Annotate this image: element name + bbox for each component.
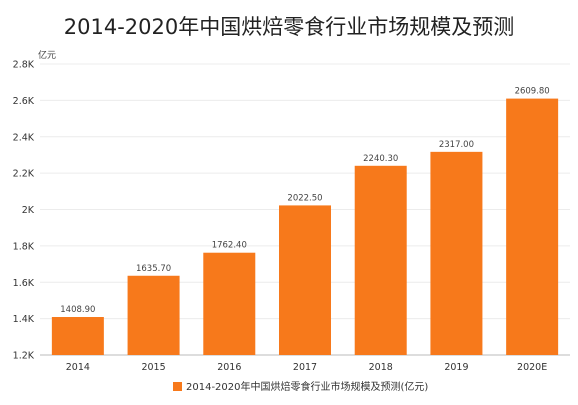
- bar-2016: [203, 252, 256, 355]
- y-axis-unit-label: 亿元: [38, 49, 56, 61]
- legend-swatch: [173, 382, 182, 391]
- bar-2018: [354, 165, 407, 355]
- x-tick-label-2019: 2019: [444, 362, 468, 373]
- x-tick-label-2015: 2015: [141, 362, 165, 373]
- y-tick-label: 2.6K: [13, 96, 35, 107]
- y-axis-ticks: 1.2K 1.4K 1.6K 1.8K 2K 2.2K 2.4K 2.6K 2.8K: [13, 60, 35, 362]
- bar-2014: [51, 317, 104, 355]
- data-label-2015: 1635.70: [136, 264, 171, 274]
- y-tick-label: 2.8K: [13, 60, 35, 71]
- bar-2020E: [506, 98, 559, 356]
- y-tick-label: 1.6K: [13, 278, 35, 289]
- x-tick-label-2020E: 2020E: [517, 362, 547, 373]
- data-label-2018: 2240.30: [363, 154, 398, 164]
- data-label-2016: 1762.40: [212, 241, 247, 251]
- x-tick-label-2017: 2017: [293, 362, 317, 373]
- y-tick-label: 1.2K: [13, 351, 35, 362]
- y-tick-label: 1.8K: [13, 241, 35, 252]
- x-axis-ticks: 2014 2015 2016 2017 2018 2019 2020E: [66, 362, 547, 373]
- bar-series: [51, 98, 559, 356]
- y-tick-label: 2K: [22, 205, 35, 216]
- data-labels: 1408.90 1635.70 1762.40 2022.50 2240.30 2317.…: [60, 87, 549, 315]
- legend[interactable]: 2014-2020年中国烘焙零食行业市场规模及预测(亿元): [173, 380, 428, 393]
- y-tick-label: 1.4K: [13, 314, 35, 325]
- x-tick-label-2016: 2016: [217, 362, 241, 373]
- legend-label: 2014-2020年中国烘焙零食行业市场规模及预测(亿元): [186, 380, 428, 393]
- data-label-2020E: 2609.80: [515, 87, 550, 97]
- bar-2019: [430, 151, 483, 355]
- data-label-2019: 2317.00: [439, 140, 474, 150]
- y-tick-label: 2.4K: [13, 132, 35, 143]
- data-label-2017: 2022.50: [287, 193, 322, 203]
- data-label-2014: 1408.90: [60, 305, 95, 315]
- x-tick-label-2014: 2014: [66, 362, 90, 373]
- bar-2015: [127, 275, 180, 355]
- chart-title: 2014-2020年中国烘焙零食行业市场规模及预测: [64, 15, 514, 39]
- bar-2017: [279, 205, 331, 355]
- y-tick-label: 2.2K: [13, 169, 35, 180]
- x-tick-label-2018: 2018: [369, 362, 393, 373]
